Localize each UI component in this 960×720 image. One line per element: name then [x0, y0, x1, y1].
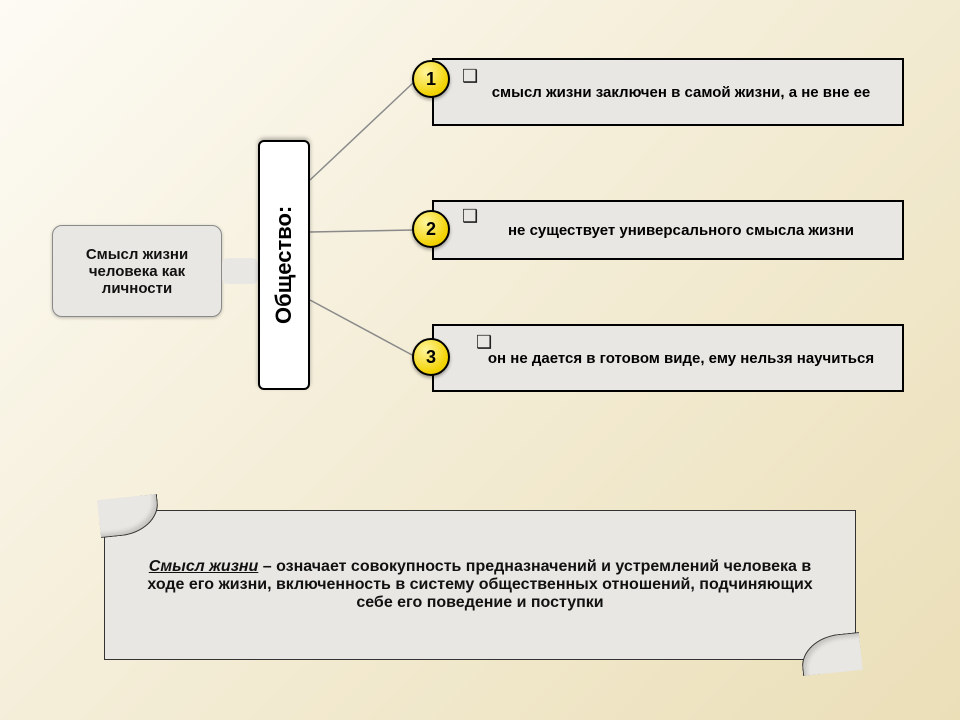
root-node: Смысл жизни человека как личности	[52, 225, 222, 317]
root-label: Смысл жизни человека как личности	[65, 246, 209, 297]
definition-box: Смысл жизни – означает совокупность пред…	[104, 510, 856, 660]
curl-decoration	[799, 632, 863, 676]
definition-term: Смысл жизни	[149, 558, 259, 575]
point-box-2: не существует универсального смысла жизн…	[432, 200, 904, 260]
point-text: он не дается в готовом виде, ему нельзя …	[474, 350, 888, 367]
number-badge-1: 1	[412, 60, 450, 98]
number-label: 2	[426, 219, 436, 240]
point-box-1: смысл жизни заключен в самой жизни, а не…	[432, 58, 904, 126]
number-badge-3: 3	[412, 338, 450, 376]
number-label: 1	[426, 69, 436, 90]
point-box-3: он не дается в готовом виде, ему нельзя …	[432, 324, 904, 392]
definition-text: Смысл жизни – означает совокупность пред…	[147, 558, 813, 612]
number-badge-2: 2	[412, 210, 450, 248]
category-label: Общество:	[271, 206, 297, 324]
bullet-icon: ❑	[476, 332, 492, 353]
bullet-icon: ❑	[462, 66, 478, 87]
category-node: Общество:	[258, 140, 310, 390]
connector-line	[310, 82, 414, 180]
point-text: смысл жизни заключен в самой жизни, а не…	[474, 84, 888, 101]
bullet-icon: ❑	[462, 206, 478, 227]
connector-line	[310, 300, 414, 356]
curl-decoration	[97, 494, 161, 538]
connector-line	[310, 230, 414, 232]
number-label: 3	[426, 347, 436, 368]
point-text: не существует универсального смысла жизн…	[474, 222, 888, 239]
bridge-connector	[222, 258, 258, 284]
